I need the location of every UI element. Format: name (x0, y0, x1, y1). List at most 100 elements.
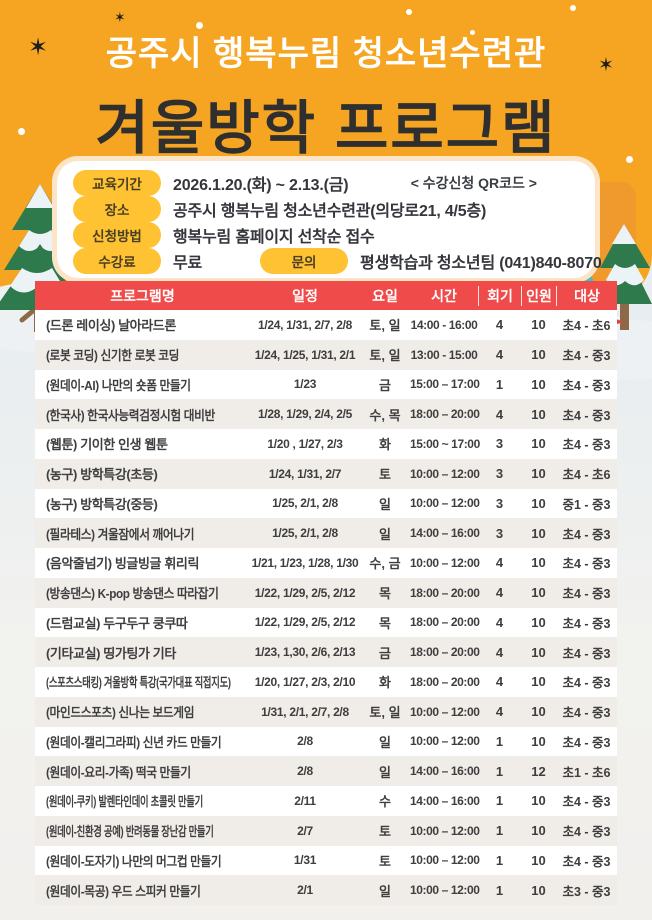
cell-program: (마인드스포츠) 신나는 보드게임 (46, 705, 195, 721)
table-row: (스포츠스태킹) 겨울방학 특강(국가대표 직접지도) 1/20, 1/27, 2… (35, 667, 617, 697)
cell-target: 초4 - 초6 (562, 319, 611, 334)
cell-capacity: 10 (531, 882, 546, 898)
cell-capacity: 10 (531, 674, 546, 690)
cell-day: 토 (379, 853, 391, 869)
snow-dot-icon (18, 128, 25, 135)
cell-dates: 2/8 (297, 764, 313, 779)
cell-day: 수, 목 (369, 407, 401, 423)
cell-sessions: 3 (495, 525, 504, 541)
table-row: (원데이-AI) 나만의 숏폼 만들기 1/23 금 15:00 – 17:00 1 10… (35, 369, 617, 400)
cell-dates: 1/25, 2/1, 2/8 (272, 526, 338, 541)
cell-dates: 1/22, 1/29, 2/5, 2/12 (254, 615, 356, 630)
snow-dot-icon (406, 9, 412, 15)
cell-sessions: 1 (495, 763, 504, 779)
cell-time: 15:00 ~ 17:00 (410, 436, 480, 451)
table-row: (음악줄넘기) 빙글빙글 휘리릭 1/21, 1/23, 1/28, 1/30 수,… (35, 548, 617, 578)
label-pill: 문의 (260, 248, 349, 274)
cell-day: 금 (379, 377, 391, 393)
cell-dates: 1/23 (293, 377, 317, 392)
cell-day: 일 (379, 764, 391, 780)
cell-target: 초4 - 중3 (562, 825, 611, 840)
cell-target: 초4 - 중3 (562, 854, 611, 869)
cell-program: (원데이-요리-가족) 떡국 만들기 (46, 764, 191, 780)
snow-dot-icon (570, 5, 576, 11)
cell-sessions: 3 (495, 466, 504, 482)
cell-day: 토, 일 (369, 348, 401, 364)
header-program: 프로그램명 (110, 287, 175, 304)
cell-target: 초4 - 중3 (562, 378, 611, 393)
info-value: 공주시 행복누림 청소년수련관(의당로21, 4/5층) (173, 203, 487, 220)
cell-program: (원데이-쿠키) 발렌타인데이 초콜릿 만들기 (46, 794, 203, 810)
cell-program: (방송댄스) K-pop 방송댄스 따라잡기 (46, 586, 219, 602)
cell-sessions: 3 (495, 495, 504, 511)
table-header-row: 프로그램명 일정 요일 시간 회기 인원 대상 (35, 281, 617, 310)
cell-day: 화 (379, 675, 391, 691)
cell-program: (필라테스) 겨울잠에서 깨어나기 (46, 526, 195, 542)
cell-day: 토, 일 (369, 318, 401, 334)
cell-target: 초4 - 중3 (562, 527, 611, 542)
info-card: 교육기간 2026.1.20.(화) ~ 2.13.(금) < 수강신청 QR코… (52, 156, 602, 283)
cell-program: (드럼교실) 두구두구 쿵쿠따 (46, 615, 188, 631)
cell-time: 18:00 – 20:00 (410, 615, 480, 630)
cell-capacity: 10 (531, 376, 546, 392)
poster-subtitle: 공주시 행복누림 청소년수련관 (105, 35, 547, 73)
cell-sessions: 1 (495, 376, 504, 392)
info-value: 2026.1.20.(화) ~ 2.13.(금) (173, 177, 349, 194)
table-row: (원데이-쿠키) 발렌타인데이 초콜릿 만들기 2/11 수 14:00 – 16:0… (35, 786, 617, 816)
cell-capacity: 10 (531, 793, 546, 809)
table-row: (원데이-요리-가족) 떡국 만들기 2/8 일 14:00 – 16:00 1 12 초1… (35, 756, 617, 786)
sparkle-icon: ✶ (114, 9, 126, 25)
cell-capacity: 10 (531, 525, 546, 541)
cell-time: 10:00 – 12:00 (410, 555, 480, 570)
poster-title: 겨울방학 프로그램 (95, 96, 557, 161)
sparkle-icon: ✶ (598, 55, 614, 76)
cell-target: 초4 - 중3 (562, 408, 611, 423)
cell-capacity: 10 (531, 852, 546, 868)
cell-dates: 2/8 (297, 734, 313, 749)
table-row: (로봇 코딩) 신기한 로봇 코딩 1/24, 1/25, 1/31, 2/1 토,… (35, 339, 617, 370)
cell-target: 초1 - 초6 (562, 765, 611, 780)
cell-program: (원데이-도자기) 나만의 머그컵 만들기 (46, 853, 222, 869)
cell-time: 14:00 – 16:00 (410, 526, 480, 541)
cell-sessions: 4 (495, 317, 504, 333)
sparkle-icon: ✶ (28, 34, 49, 61)
snow-dot-icon (196, 22, 203, 29)
cell-time: 10:00 – 12:00 (410, 883, 480, 898)
cell-program: (음악줄넘기) 빙글빙글 휘리릭 (46, 556, 200, 572)
cell-time: 18:00 – 20:00 (410, 407, 480, 422)
cell-program: (원데이-캘리그라피) 신년 카드 만들기 (46, 734, 222, 750)
cell-target: 초4 - 중3 (562, 706, 611, 721)
cell-day: 금 (379, 645, 391, 661)
cell-time: 18:00 – 20:00 (410, 585, 480, 600)
cell-target: 초4 - 중3 (562, 795, 611, 810)
cell-sessions: 1 (495, 852, 504, 868)
cell-day: 토 (379, 467, 391, 483)
cell-dates: 1/23, 1,30, 2/6, 2/13 (254, 645, 356, 660)
cell-time: 15:00 – 17:00 (410, 377, 480, 392)
cell-dates: 1/24, 1/31, 2/7, 2/8 (257, 317, 353, 332)
poster-header: 공주시 행복누림 청소년수련관 겨울방학 프로그램 (0, 26, 652, 165)
cell-capacity: 10 (531, 823, 546, 839)
table-row: (기타교실) 띵가팅가 기타 1/23, 1,30, 2/6, 2/13 금 18:0… (35, 637, 617, 667)
label-pill: 장소 (73, 196, 161, 222)
cell-dates: 1/20 , 1/27, 2/3 (267, 436, 343, 451)
cell-day: 일 (379, 734, 391, 750)
table-row: (원데이-캘리그라피) 신년 카드 만들기 2/8 일 10:00 – 12:00 1 1… (35, 726, 617, 757)
header-day: 요일 (372, 287, 398, 304)
cell-capacity: 12 (531, 763, 546, 779)
cell-sessions: 4 (495, 674, 504, 690)
info-value: 행복누림 홈페이지 선착순 접수 (173, 229, 375, 246)
cell-sessions: 1 (495, 882, 504, 898)
snow-dot-icon (470, 30, 475, 35)
cell-dates: 2/7 (297, 823, 313, 838)
table-body: (드론 레이싱) 날아라드론 1/24, 1/31, 2/7, 2/8 토, 일 14… (35, 310, 617, 905)
cell-program: (원데이-목공) 우드 스피커 만들기 (46, 883, 201, 899)
cell-capacity: 10 (531, 733, 546, 749)
cell-day: 일 (379, 496, 391, 512)
cell-program: (농구) 방학특강(중등) (46, 496, 158, 512)
table-row: (드럼교실) 두구두구 쿵쿠따 1/22, 1/29, 2/5, 2/12 목 18:… (35, 607, 617, 638)
cell-dates: 1/24, 1/31, 2/7 (268, 466, 342, 481)
header-sessions: 회기 (478, 285, 521, 306)
table-row: (마인드스포츠) 신나는 보드게임 1/31, 2/1, 2/7, 2/8 토, 일… (35, 696, 617, 727)
cell-capacity: 10 (531, 406, 546, 422)
